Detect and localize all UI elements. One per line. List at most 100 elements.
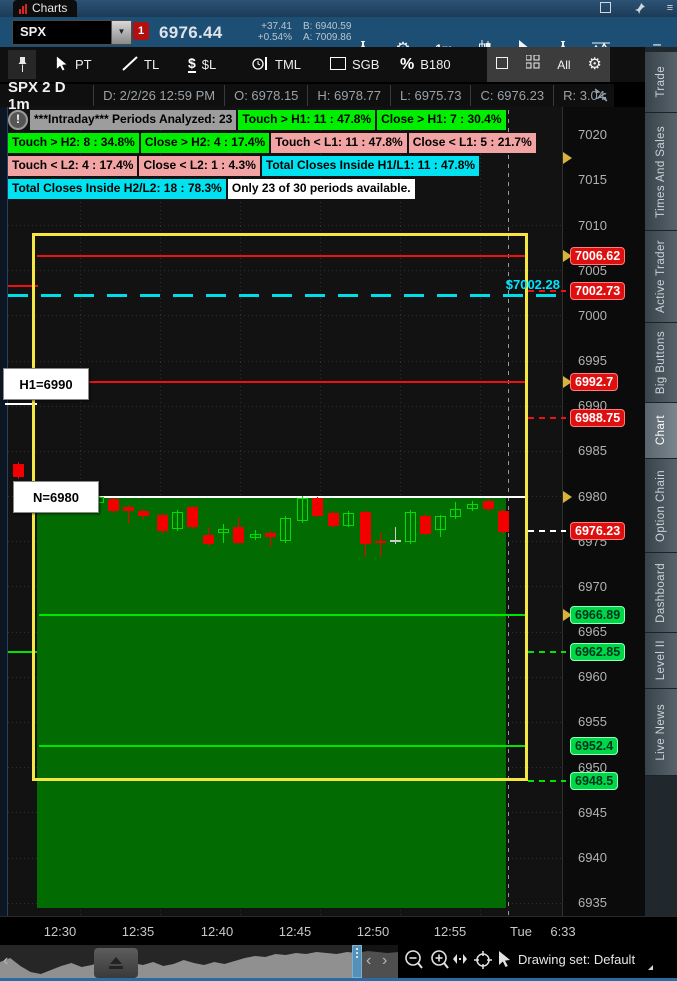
chart-link-icon[interactable] <box>592 87 610 108</box>
sidebar-tab-chart[interactable]: Chart <box>645 403 677 459</box>
maximize-icon[interactable] <box>598 2 612 15</box>
layout-gear-button[interactable]: ⚙ <box>587 55 602 73</box>
sidebar-tab-active-trader[interactable]: Active Trader <box>645 231 677 323</box>
price-gridline <box>8 405 562 407</box>
toolbar-pin-button[interactable] <box>8 50 36 79</box>
zoom-out-button[interactable] <box>404 949 424 976</box>
price-gridline <box>8 450 562 452</box>
study-level-line <box>37 255 525 258</box>
candle-body <box>360 511 371 544</box>
candle-body <box>233 527 244 543</box>
collapse-panel-button[interactable] <box>94 948 138 978</box>
price-tick-label: 6980 <box>578 488 607 504</box>
all-charts-button[interactable]: All <box>557 57 571 72</box>
grid-layout-button[interactable] <box>520 53 546 77</box>
symbol-text: SPX <box>20 24 47 39</box>
ohlc-header: SPX 2 D 1m D: 2/2/26 12:59 PM O: 6978.15… <box>0 79 614 113</box>
study-level-line <box>37 495 525 498</box>
candle-wick <box>302 495 303 523</box>
time-tick-label: 12:40 <box>200 924 234 939</box>
dollar-icon: $ <box>188 55 196 73</box>
tool-sgb[interactable]: SGB <box>330 51 379 78</box>
cursor-mode-button[interactable] <box>498 951 513 972</box>
candle-body <box>450 509 461 518</box>
price-axis-bubble: 6966.89 <box>570 606 626 625</box>
sidebar-tab-label: Live News <box>655 703 667 761</box>
link-channel-badge[interactable]: 1 <box>133 22 149 40</box>
study-stat-label: Close > H1: 7 : 30.4% <box>377 110 506 130</box>
pan-left-button[interactable]: ‹ <box>366 952 372 969</box>
tool-dollar-l[interactable]: $ $L <box>188 55 217 73</box>
candle-wick <box>285 516 286 543</box>
chart-title: SPX 2 D 1m <box>8 78 66 113</box>
price-tick-label: 6985 <box>578 443 607 459</box>
study-level-line <box>528 780 566 783</box>
price-gridline <box>8 225 562 227</box>
scroll-left-arrow[interactable]: ‹ <box>3 952 9 969</box>
crosshair-target-button[interactable] <box>474 951 492 974</box>
sidebar-tab-big-buttons[interactable]: Big Buttons <box>645 323 677 403</box>
rectangle-icon <box>330 56 346 73</box>
candle-wick <box>410 510 411 544</box>
time-axis[interactable]: 12:30 12:35 12:40 12:45 12:50 12:55 Tue 6:33 <box>0 916 677 946</box>
sidebar-tab-option-chain[interactable]: Option Chain <box>645 459 677 553</box>
waveform-dim-overlay <box>362 945 398 978</box>
chart-left-gutter <box>0 107 8 916</box>
sidebar-tab-live-news[interactable]: Live News <box>645 689 677 776</box>
sidebar-tab-trade[interactable]: Trade <box>645 52 677 113</box>
study-level-line <box>8 650 37 653</box>
bottom-edge-strip <box>0 978 677 981</box>
sidebar-tab-times-and-sales[interactable]: Times And Sales <box>645 113 677 231</box>
sidebar-tab-dashboard[interactable]: Dashboard <box>645 553 677 633</box>
price-tick-label: 7010 <box>578 217 607 233</box>
drawing-set-selector[interactable]: Drawing set: Default <box>518 952 636 967</box>
study-level-line <box>8 285 38 288</box>
study-level-line <box>528 416 566 419</box>
price-gridline <box>8 315 562 317</box>
time-tick-label: Tue <box>510 924 532 939</box>
study-stat-label: Total Closes Inside H1/L1: 11 : 47.8% <box>261 156 480 176</box>
candle-body <box>138 511 149 516</box>
tool-b180[interactable]: % B180 <box>400 55 451 73</box>
single-chart-button[interactable] <box>489 53 515 77</box>
price-tick-label: 6950 <box>578 759 607 775</box>
zoom-overview-waveform[interactable] <box>0 945 398 978</box>
study-stat-label: Only 23 of 30 periods available. <box>227 179 415 199</box>
price-tick-label: 6970 <box>578 578 607 594</box>
candle-wick <box>270 530 271 548</box>
tab-charts[interactable]: Charts <box>13 0 78 17</box>
candle-body <box>187 507 198 528</box>
pan-right-button[interactable]: › <box>382 952 388 969</box>
menu-list-icon[interactable]: ≡ <box>666 2 674 14</box>
price-gridline <box>8 270 562 272</box>
tool-pt[interactable]: PT <box>56 51 92 78</box>
zoom-scrollbar-handle[interactable] <box>352 945 362 978</box>
pin-icon[interactable] <box>633 2 647 15</box>
sidebar-tab-level-ii[interactable]: Level II <box>645 633 677 689</box>
price-axis-bubble: 6976.23 <box>570 521 626 540</box>
tool-tl[interactable]: TL <box>122 51 159 78</box>
sidebar-tab-label: Option Chain <box>655 469 667 542</box>
chart-bars-icon <box>19 3 27 14</box>
drawing-toolbar: PT TL $ $L TML SGB % B180 All ⚙ <box>0 47 645 82</box>
axis-alert-arrow <box>563 609 572 622</box>
study-stats-row: Touch > H2: 8 : 34.8% Close > H2: 4 : 17.… <box>8 133 536 153</box>
axis-alert-arrow <box>563 375 572 388</box>
tool-tml[interactable]: TML <box>252 51 301 78</box>
candle-body <box>312 498 323 516</box>
candle-body <box>280 518 291 541</box>
last-price: 6976.44 <box>159 23 223 42</box>
zoom-in-button[interactable] <box>430 949 450 976</box>
study-green-fill <box>37 497 506 908</box>
price-tick-label: 7005 <box>578 262 607 278</box>
study-stat-label: Touch > H1: 11 : 47.8% <box>238 110 376 130</box>
price-gridline <box>8 360 562 362</box>
sidebar-tab-label: Chart <box>655 415 667 446</box>
symbol-dropdown-button[interactable]: ▼ <box>111 21 131 44</box>
axis-alert-arrow <box>563 250 572 263</box>
charts-tab-label: Charts <box>32 1 68 15</box>
study-stat-label: Close < L2: 1 : 4.3% <box>139 156 260 176</box>
auto-scale-button[interactable] <box>452 952 468 971</box>
time-tick-label: 12:45 <box>278 924 312 939</box>
symbol-input[interactable]: SPX ▼ <box>12 20 132 45</box>
